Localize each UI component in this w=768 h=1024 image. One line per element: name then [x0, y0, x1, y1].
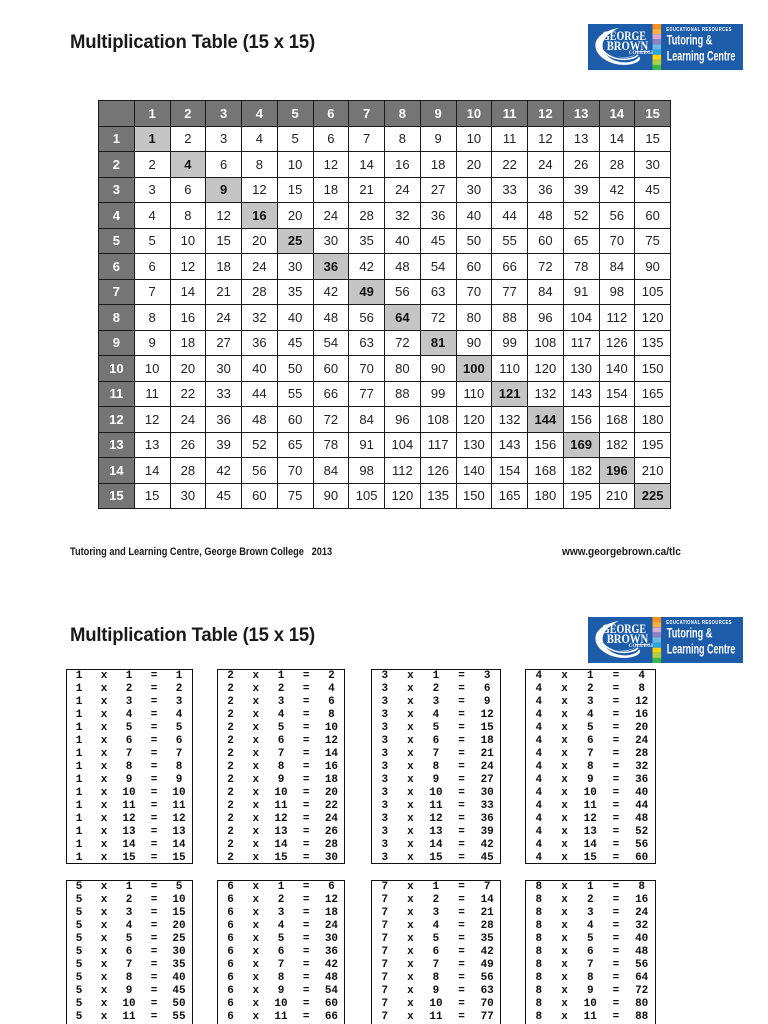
svg-text:COLLEGE: COLLEGE: [629, 51, 655, 56]
svg-text:Tutoring &: Tutoring &: [667, 33, 713, 48]
svg-text:EDUCATIONAL RESOURCES: EDUCATIONAL RESOURCES: [666, 27, 732, 33]
svg-text:COLLEGE: COLLEGE: [629, 644, 655, 649]
svg-text:BROWN: BROWN: [607, 632, 649, 646]
svg-text:GEORGE: GEORGE: [602, 29, 646, 43]
svg-text:Learning Centre: Learning Centre: [667, 641, 736, 656]
svg-text:Learning Centre: Learning Centre: [667, 48, 736, 63]
svg-text:Tutoring &: Tutoring &: [667, 626, 713, 641]
svg-text:BROWN: BROWN: [607, 39, 649, 53]
svg-text:GEORGE: GEORGE: [602, 622, 646, 636]
svg-text:EDUCATIONAL RESOURCES: EDUCATIONAL RESOURCES: [666, 620, 732, 626]
